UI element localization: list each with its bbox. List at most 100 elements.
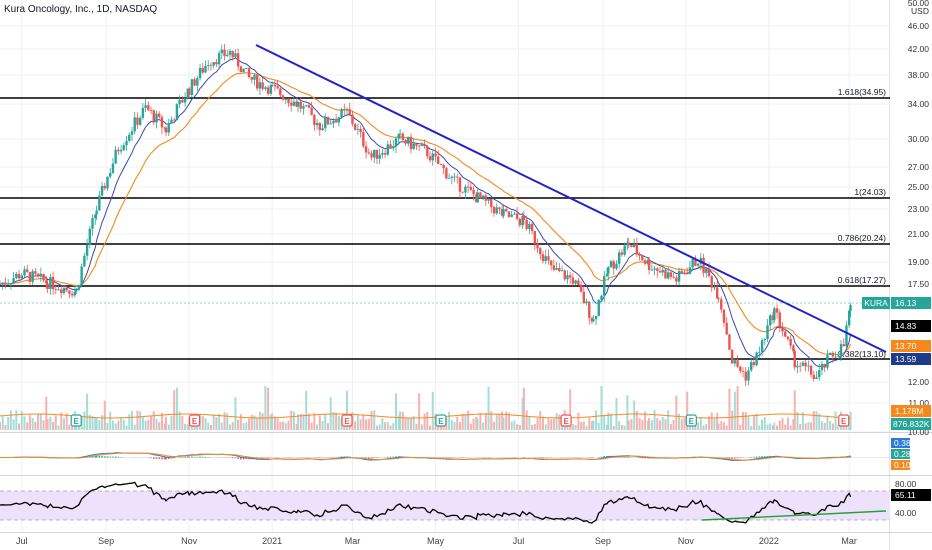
volume-bar xyxy=(784,424,787,430)
volume-bar xyxy=(45,396,48,430)
candle-body xyxy=(728,334,731,350)
volume-bar xyxy=(234,397,237,430)
volume-bar xyxy=(699,417,702,430)
macd-hist-bar xyxy=(267,457,269,459)
macd-hist-bar xyxy=(536,457,539,459)
macd-hist-bar xyxy=(167,457,170,459)
price-tick-label: 21.00 xyxy=(908,229,930,239)
candle-body xyxy=(605,273,609,277)
earnings-marker[interactable] xyxy=(70,414,82,427)
volume-bar xyxy=(476,418,479,430)
volume-bar xyxy=(120,417,123,430)
date-tick-label: Nov xyxy=(678,536,695,546)
volume-bar xyxy=(716,413,719,430)
volume-bar xyxy=(15,410,18,430)
volume-bar xyxy=(781,418,784,430)
earnings-marker[interactable] xyxy=(838,414,850,427)
earnings-marker[interactable] xyxy=(341,414,353,427)
macd-hist-bar xyxy=(114,456,117,458)
macd-hist-bar xyxy=(201,456,204,458)
volume-bar xyxy=(574,424,577,430)
descending-trendline[interactable] xyxy=(255,44,887,353)
volume-bar xyxy=(597,422,600,430)
volume-bar xyxy=(502,417,505,430)
candle-body xyxy=(778,312,781,328)
volume-bar xyxy=(378,424,381,430)
candle-body xyxy=(804,362,807,367)
volume-bar xyxy=(552,418,555,430)
candle-body xyxy=(313,114,316,126)
fib-label-1: 1(24.03) xyxy=(854,187,886,197)
volume-bar xyxy=(365,419,368,430)
candle-body xyxy=(426,146,429,157)
candle-body xyxy=(834,356,837,358)
candle-body xyxy=(831,352,835,357)
candle-body xyxy=(752,362,756,366)
candle-body xyxy=(658,270,662,273)
candle-body xyxy=(763,339,767,341)
candle-body xyxy=(680,271,683,273)
candle-body xyxy=(264,87,267,89)
candle-body xyxy=(75,289,78,292)
macd-hist-bar xyxy=(188,456,190,458)
volume-bar xyxy=(273,416,276,430)
candle-body xyxy=(845,325,848,347)
volume-bar xyxy=(91,415,94,430)
candle-body xyxy=(348,109,351,115)
candle-body xyxy=(276,86,279,89)
volume-bar xyxy=(849,411,852,430)
price-tick-label: 19.00 xyxy=(908,257,930,267)
rsi-trendline[interactable] xyxy=(701,510,887,521)
volume-bar xyxy=(207,422,210,430)
candle-body xyxy=(464,186,467,193)
macd-hist-bar xyxy=(376,457,378,459)
price-tick-label: 12.00 xyxy=(908,377,930,387)
candle-body xyxy=(245,68,248,69)
last-price-value: 16.13 xyxy=(895,298,917,308)
macd-signal-line xyxy=(0,452,851,461)
volume-bar xyxy=(710,412,713,430)
volume-bar xyxy=(0,422,1,430)
volume-bar xyxy=(258,411,261,430)
earnings-marker[interactable] xyxy=(189,414,201,427)
candle-body xyxy=(475,194,478,203)
candle-body xyxy=(479,192,482,199)
candle-body xyxy=(242,68,245,73)
candle-body xyxy=(647,260,651,271)
volume-bar xyxy=(170,416,173,430)
volume-bar xyxy=(793,390,796,430)
candle-body xyxy=(28,271,32,282)
volume-bar xyxy=(409,417,412,430)
candle-body xyxy=(353,124,357,130)
macd-hist-bar xyxy=(94,455,97,458)
candle-body xyxy=(100,185,104,196)
candle-body xyxy=(284,98,287,100)
macd-hist-bar xyxy=(641,457,644,459)
macd-hist-bar xyxy=(621,456,623,458)
candle-body xyxy=(733,360,737,364)
candle-body xyxy=(281,95,285,100)
volume-bar xyxy=(595,410,598,430)
earnings-marker[interactable] xyxy=(685,414,697,427)
macd-tag-3 xyxy=(891,460,910,470)
volume-bar xyxy=(181,415,184,430)
candle-body xyxy=(442,164,445,169)
candle-body xyxy=(544,256,547,262)
earnings-marker[interactable] xyxy=(435,414,447,427)
volume-bar xyxy=(792,419,795,430)
candle-body xyxy=(582,291,586,304)
volume-bar xyxy=(418,393,421,430)
candle-body xyxy=(585,301,588,304)
earnings-marker[interactable] xyxy=(560,414,572,427)
candle-body xyxy=(404,140,407,144)
volume-bar xyxy=(744,412,747,430)
volume-bar xyxy=(163,423,166,430)
volume-bar xyxy=(431,391,434,430)
volume-bar xyxy=(536,418,539,430)
candle-body xyxy=(23,269,26,276)
macd-hist-bar xyxy=(600,456,603,458)
macd-hist-bar xyxy=(445,457,448,459)
volume-bar xyxy=(697,422,700,430)
candle-body xyxy=(15,273,18,279)
date-tick-label: Mar xyxy=(345,536,361,546)
